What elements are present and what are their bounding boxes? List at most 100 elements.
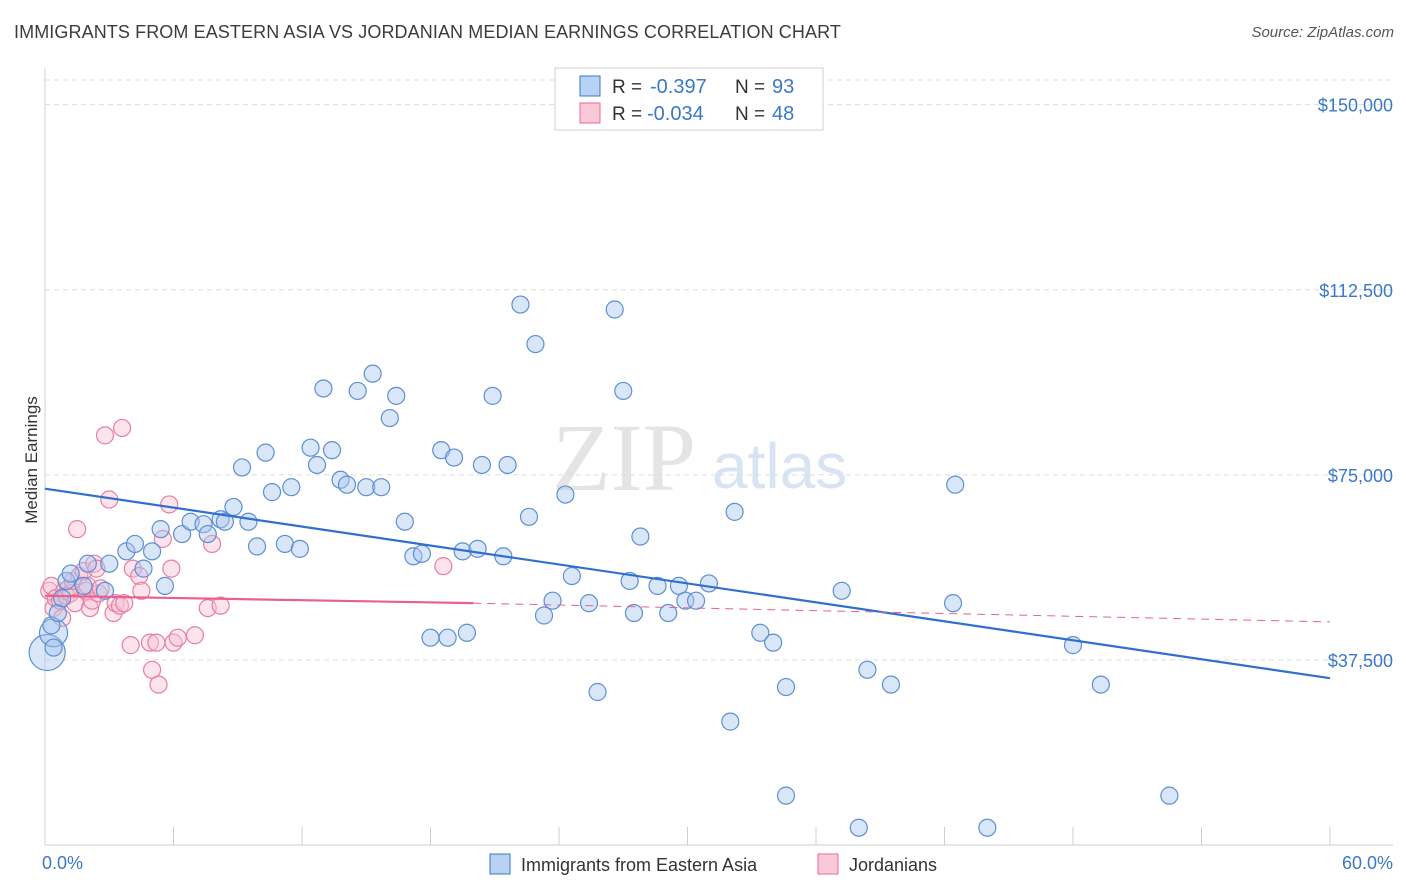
eastern-asia-point xyxy=(134,559,153,578)
eastern-asia-point xyxy=(624,603,644,623)
watermark-atlas: atlas xyxy=(712,430,847,502)
eastern-asia-point xyxy=(526,334,545,354)
eastern-asia-point xyxy=(307,455,327,475)
eastern-asia-point xyxy=(721,712,740,731)
eastern-asia-point xyxy=(543,591,562,610)
y-tick-labels: $37,500 $75,000 $112,500 $150,000 xyxy=(1318,96,1393,671)
y-tick-label: $150,000 xyxy=(1318,96,1393,116)
eastern-asia-point xyxy=(337,475,357,494)
eastern-asia-point xyxy=(620,571,639,591)
eastern-asia-point xyxy=(348,381,367,401)
eastern-asia-point xyxy=(387,386,406,405)
trend-lines xyxy=(44,487,1331,680)
eastern-asia-point xyxy=(44,638,63,657)
eastern-asia-point xyxy=(172,524,192,544)
eastern-asia-point xyxy=(946,475,965,494)
eastern-asia-point xyxy=(232,458,252,477)
jordanians-point xyxy=(80,598,100,618)
jordanians-point xyxy=(132,581,151,600)
eastern-asia-point xyxy=(1091,675,1110,694)
jordanians-point xyxy=(68,520,87,539)
jordanians-point xyxy=(123,559,142,578)
jordanians-point xyxy=(112,418,132,438)
eastern-asia-point xyxy=(849,818,868,837)
eastern-asia-point xyxy=(648,576,667,595)
legend-swatch-pink xyxy=(579,102,601,124)
eastern-asia-point xyxy=(751,623,770,642)
eastern-asia-point xyxy=(380,408,399,428)
jordanians-trend-extension xyxy=(473,602,1331,623)
jordanians-point xyxy=(160,495,179,514)
legend-r-label-2: R = xyxy=(612,104,642,125)
y-tick-label: $75,000 xyxy=(1328,466,1393,486)
eastern-asia-point xyxy=(832,581,851,600)
eastern-asia-point xyxy=(198,524,217,544)
eastern-asia-point xyxy=(224,497,243,517)
eastern-asia-point xyxy=(858,660,877,679)
bottom-legend-swatch-blue xyxy=(489,853,511,875)
eastern-asia-point xyxy=(142,542,162,561)
legend-r-value-2: -0.034 xyxy=(647,103,704,125)
eastern-asia-point xyxy=(48,603,67,623)
source-label: Source: ZipAtlas.com xyxy=(1251,24,1394,41)
eastern-asia-point xyxy=(605,300,624,319)
bottom-legend-label-pink: Jordanians xyxy=(849,855,937,875)
jordanians-point xyxy=(115,594,134,613)
eastern-asia-point xyxy=(372,478,391,497)
eastern-asia-point xyxy=(61,564,80,583)
legend-r-label-1: R = xyxy=(612,77,642,98)
eastern-asia-point xyxy=(53,589,72,608)
jordanians-point xyxy=(140,633,160,652)
eastern-asia-point xyxy=(100,554,119,573)
eastern-asia-point xyxy=(519,507,539,526)
eastern-asia-point xyxy=(95,581,115,600)
correlation-legend: R = -0.397 N = 93 R = -0.034 N = 48 xyxy=(554,67,824,131)
eastern-asia-point xyxy=(534,606,554,625)
jordanians-point xyxy=(121,636,140,655)
eastern-asia-point-large xyxy=(38,618,69,648)
series-legend: Immigrants from Eastern Asia Jordanians xyxy=(489,853,937,875)
eastern-asia-point xyxy=(556,485,575,504)
eastern-asia-point xyxy=(438,628,457,647)
eastern-asia-trend-line xyxy=(44,487,1331,680)
eastern-asia-point xyxy=(472,455,491,475)
eastern-asia-point xyxy=(247,537,267,556)
eastern-asia-point xyxy=(659,603,678,623)
eastern-asia-points xyxy=(28,295,1179,837)
jordanians-point xyxy=(149,675,168,694)
eastern-asia-point xyxy=(395,512,414,531)
jordanians-point xyxy=(202,534,222,554)
grid-lines xyxy=(45,79,1393,661)
eastern-asia-point xyxy=(881,675,901,694)
axes xyxy=(44,68,1393,846)
jordanians-point xyxy=(162,559,181,578)
eastern-asia-point xyxy=(588,682,607,702)
eastern-asia-point xyxy=(686,591,706,610)
legend-n-value-2: 48 xyxy=(772,103,794,125)
eastern-asia-point xyxy=(74,576,93,595)
legend-r-value-1: -0.397 xyxy=(650,76,707,98)
eastern-asia-point xyxy=(764,633,783,652)
jordanians-trend-line xyxy=(44,594,474,605)
eastern-asia-point xyxy=(699,574,719,593)
eastern-asia-point xyxy=(78,554,97,573)
eastern-asia-point xyxy=(457,623,477,642)
eastern-asia-point xyxy=(282,478,301,497)
eastern-asia-point xyxy=(363,364,382,383)
eastern-asia-point xyxy=(614,381,633,401)
eastern-asia-point xyxy=(239,512,258,531)
y-tick-label: $37,500 xyxy=(1328,651,1393,671)
bottom-legend-swatch-pink xyxy=(817,853,839,875)
eastern-asia-point xyxy=(468,539,487,558)
jordanians-point xyxy=(168,628,187,647)
eastern-asia-point xyxy=(151,520,170,539)
eastern-asia-point xyxy=(412,544,432,563)
legend-n-value-1: 93 xyxy=(772,76,794,98)
legend-n-label-1: N = xyxy=(735,77,765,98)
eastern-asia-point xyxy=(314,379,333,398)
eastern-asia-point xyxy=(215,512,234,531)
eastern-asia-point xyxy=(631,527,650,546)
eastern-asia-point xyxy=(444,448,464,467)
legend-n-label-2: N = xyxy=(735,104,765,125)
